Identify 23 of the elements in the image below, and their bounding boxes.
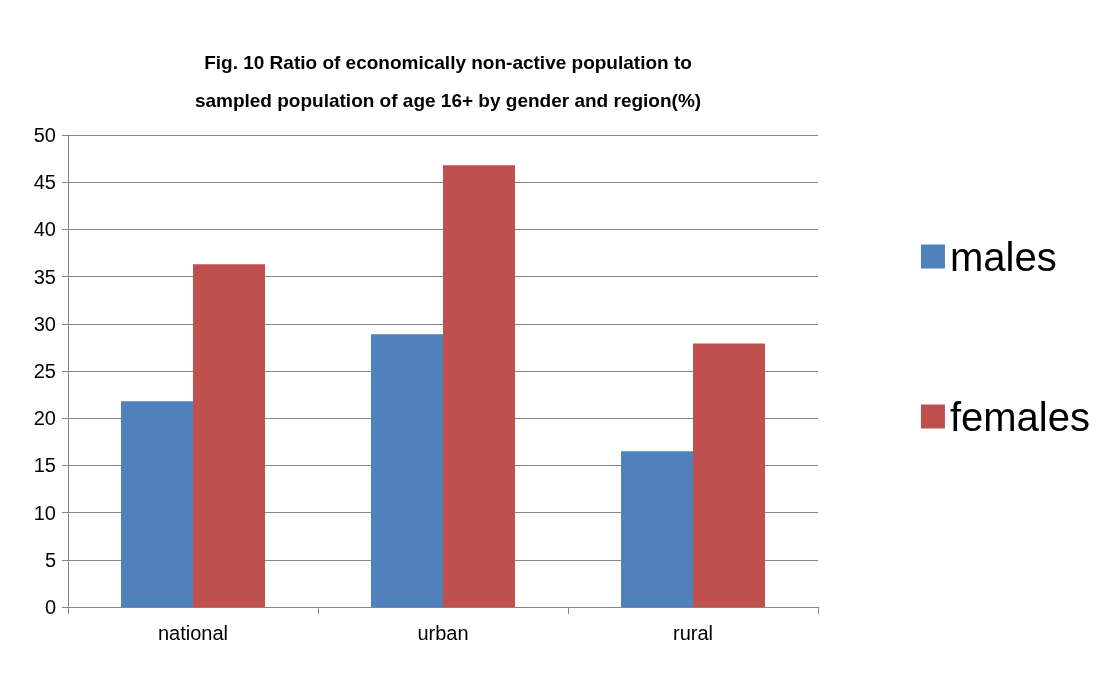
bar: [693, 343, 765, 607]
y-tick-label: 45: [33, 171, 56, 194]
y-tick-label: 20: [33, 407, 56, 430]
legend-label: males: [949, 234, 1057, 279]
y-tick-label: 50: [33, 124, 56, 146]
bar: [621, 451, 693, 607]
y-tick-label: 15: [33, 454, 56, 477]
x-tick-label: urban: [417, 622, 469, 644]
x-tick-label: rural: [672, 622, 714, 644]
bar: [371, 334, 443, 607]
y-tick-label: 10: [33, 501, 56, 524]
legend-label: females: [949, 394, 1090, 439]
y-tick-label: 30: [33, 312, 56, 335]
chart-title: Fig. 10 Ratio of economically non-active population to sampled population of age 16+ by gender and region(%): [194, 51, 702, 111]
y-tick-label: 25: [33, 360, 56, 382]
bar: [121, 401, 193, 607]
y-tick-label: 35: [33, 265, 56, 288]
y-tick-label: 40: [33, 218, 56, 241]
y-tick-label: 5: [44, 548, 56, 571]
y-tick-label: 0: [44, 596, 56, 618]
x-tick-label: national: [157, 622, 229, 644]
bar: [443, 165, 515, 607]
bar: [193, 264, 265, 607]
